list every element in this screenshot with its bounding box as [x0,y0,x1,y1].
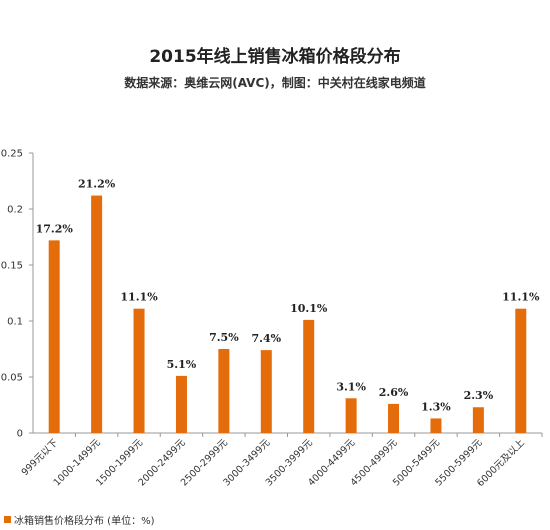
data-label: 5.1% [167,358,197,371]
bar [260,350,272,433]
data-label: 2.6% [379,386,409,399]
data-label: 11.1% [502,291,540,304]
bar [388,403,400,433]
y-tick-label: 0.1 [7,317,23,328]
bars [48,195,527,433]
bar [133,308,145,433]
y-tick-label: 0.2 [7,205,23,216]
bar [175,375,187,433]
axes: 0 0.05 0.1 0.15 0.2 0.25 [1,149,543,440]
data-label: 3.1% [336,380,366,393]
chart-subtitle: 数据来源：奥维云网(AVC)，制图：中关村在线家电频道 [124,76,426,90]
data-label: 2.3% [464,389,494,402]
legend: 冰箱销售价格段分布 (单位：%) [4,512,154,527]
data-label: 21.2% [78,178,116,191]
y-tick-label: 0.25 [1,149,23,160]
bar [345,398,357,433]
legend-label: 冰箱销售价格段分布 (单位：%) [14,516,155,527]
y-tick-label: 0.15 [1,261,23,272]
data-label: 11.1% [120,291,158,304]
y-tick-label: 0.05 [1,373,23,384]
bar [303,319,315,433]
y-tick-label: 0 [17,429,23,440]
data-label: 17.2% [36,222,74,235]
data-label: 10.1% [290,302,328,315]
data-label: 7.4% [251,332,281,345]
bar [48,240,60,433]
bar [515,308,527,433]
category-label: 999元以下 [20,437,61,478]
chart-title: 2015年线上销售冰箱价格段分布 [149,47,401,67]
bar [91,195,103,433]
bar [430,418,442,433]
data-label: 1.3% [421,400,451,413]
legend-swatch [4,516,11,523]
bar [472,407,484,433]
data-label: 7.5% [209,331,239,344]
bar [218,349,230,433]
